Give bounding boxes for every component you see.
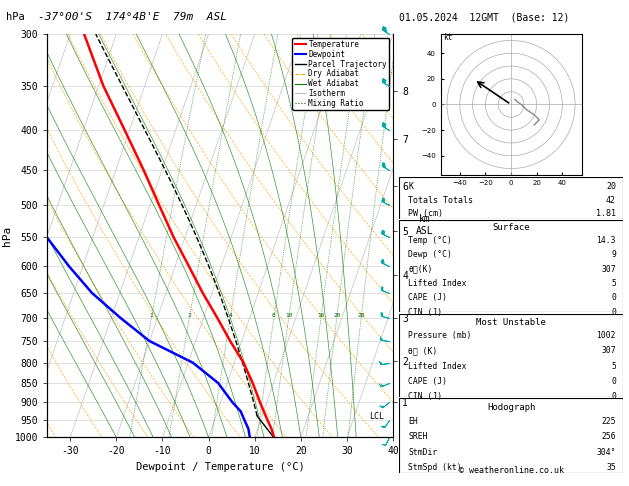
Text: 01.05.2024  12GMT  (Base: 12): 01.05.2024 12GMT (Base: 12) bbox=[399, 12, 570, 22]
Y-axis label: km
ASL: km ASL bbox=[416, 214, 433, 236]
Text: CAPE (J): CAPE (J) bbox=[408, 377, 447, 386]
Text: SREH: SREH bbox=[408, 433, 428, 441]
Text: 42: 42 bbox=[606, 195, 616, 205]
Text: Totals Totals: Totals Totals bbox=[408, 195, 474, 205]
Text: Temp (°C): Temp (°C) bbox=[408, 236, 452, 245]
Text: CAPE (J): CAPE (J) bbox=[408, 293, 447, 302]
Text: Lifted Index: Lifted Index bbox=[408, 362, 467, 370]
Text: 20: 20 bbox=[333, 313, 340, 318]
Text: 256: 256 bbox=[601, 433, 616, 441]
Text: 14.3: 14.3 bbox=[596, 236, 616, 245]
Text: StmSpd (kt): StmSpd (kt) bbox=[408, 463, 462, 472]
Text: CIN (J): CIN (J) bbox=[408, 392, 442, 401]
Text: 2: 2 bbox=[187, 313, 191, 318]
Text: 0: 0 bbox=[611, 377, 616, 386]
Text: Surface: Surface bbox=[493, 223, 530, 232]
Text: EH: EH bbox=[408, 417, 418, 426]
Text: 10: 10 bbox=[285, 313, 292, 318]
Text: LCL: LCL bbox=[369, 412, 384, 420]
Text: 20: 20 bbox=[606, 182, 616, 191]
Text: θᴇ(K): θᴇ(K) bbox=[408, 264, 433, 274]
Text: 1: 1 bbox=[150, 313, 153, 318]
Text: StmDir: StmDir bbox=[408, 448, 438, 457]
Text: 304°: 304° bbox=[596, 448, 616, 457]
Text: 4: 4 bbox=[228, 313, 232, 318]
Text: 307: 307 bbox=[601, 346, 616, 355]
Text: CIN (J): CIN (J) bbox=[408, 308, 442, 316]
Text: 0: 0 bbox=[611, 308, 616, 316]
Text: 9: 9 bbox=[611, 250, 616, 260]
Text: 225: 225 bbox=[601, 417, 616, 426]
Text: 0: 0 bbox=[611, 293, 616, 302]
Text: kt: kt bbox=[443, 34, 452, 42]
Text: Hodograph: Hodograph bbox=[487, 402, 535, 412]
Text: 35: 35 bbox=[606, 463, 616, 472]
Text: 1002: 1002 bbox=[596, 331, 616, 340]
Text: Most Unstable: Most Unstable bbox=[476, 318, 546, 327]
Text: 8: 8 bbox=[272, 313, 276, 318]
Text: © weatheronline.co.uk: © weatheronline.co.uk bbox=[459, 466, 564, 475]
Text: 16: 16 bbox=[317, 313, 325, 318]
Text: Dewp (°C): Dewp (°C) bbox=[408, 250, 452, 260]
Text: 5: 5 bbox=[611, 362, 616, 370]
X-axis label: Dewpoint / Temperature (°C): Dewpoint / Temperature (°C) bbox=[136, 462, 304, 472]
Y-axis label: hPa: hPa bbox=[2, 226, 12, 246]
Text: hPa: hPa bbox=[6, 12, 25, 22]
Text: PW (cm): PW (cm) bbox=[408, 209, 443, 218]
Text: 28: 28 bbox=[357, 313, 365, 318]
Text: 1.81: 1.81 bbox=[596, 209, 616, 218]
Text: K: K bbox=[408, 182, 413, 191]
Text: θᴇ (K): θᴇ (K) bbox=[408, 346, 438, 355]
Text: Lifted Index: Lifted Index bbox=[408, 279, 467, 288]
Text: 0: 0 bbox=[611, 392, 616, 401]
Text: Pressure (mb): Pressure (mb) bbox=[408, 331, 472, 340]
Text: 5: 5 bbox=[611, 279, 616, 288]
Text: 307: 307 bbox=[601, 264, 616, 274]
Text: -37°00'S  174°4B'E  79m  ASL: -37°00'S 174°4B'E 79m ASL bbox=[38, 12, 226, 22]
Legend: Temperature, Dewpoint, Parcel Trajectory, Dry Adiabat, Wet Adiabat, Isotherm, Mi: Temperature, Dewpoint, Parcel Trajectory… bbox=[292, 38, 389, 110]
